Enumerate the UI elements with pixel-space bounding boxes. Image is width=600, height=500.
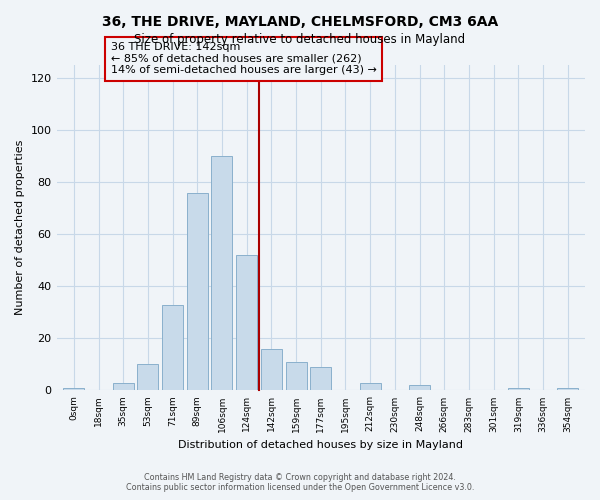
Text: Size of property relative to detached houses in Mayland: Size of property relative to detached ho… bbox=[134, 32, 466, 46]
Text: 36, THE DRIVE, MAYLAND, CHELMSFORD, CM3 6AA: 36, THE DRIVE, MAYLAND, CHELMSFORD, CM3 … bbox=[102, 15, 498, 29]
Bar bbox=[409, 385, 430, 390]
Bar bbox=[211, 156, 232, 390]
Bar bbox=[286, 362, 307, 390]
X-axis label: Distribution of detached houses by size in Mayland: Distribution of detached houses by size … bbox=[178, 440, 463, 450]
Bar bbox=[236, 255, 257, 390]
Bar bbox=[310, 367, 331, 390]
Bar bbox=[261, 349, 282, 391]
Bar bbox=[187, 192, 208, 390]
Bar bbox=[508, 388, 529, 390]
Bar bbox=[557, 388, 578, 390]
Bar bbox=[162, 304, 183, 390]
Y-axis label: Number of detached properties: Number of detached properties bbox=[15, 140, 25, 316]
Bar bbox=[359, 382, 380, 390]
Text: Contains HM Land Registry data © Crown copyright and database right 2024.
Contai: Contains HM Land Registry data © Crown c… bbox=[126, 473, 474, 492]
Text: 36 THE DRIVE: 142sqm
← 85% of detached houses are smaller (262)
14% of semi-deta: 36 THE DRIVE: 142sqm ← 85% of detached h… bbox=[111, 42, 377, 76]
Bar bbox=[137, 364, 158, 390]
Bar bbox=[113, 382, 134, 390]
Bar bbox=[64, 388, 85, 390]
